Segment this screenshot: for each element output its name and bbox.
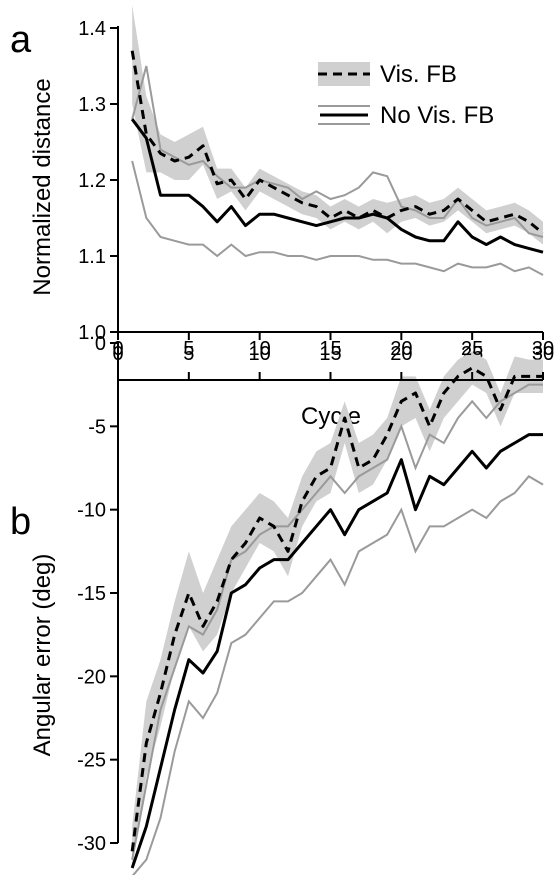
legend-vis-fb-label: Vis. FB	[380, 61, 457, 88]
panel-b-vis-fb-mean-line	[130, 366, 543, 852]
panel-b-y-tick-label: -30	[77, 833, 106, 855]
legend-no-vis-fb-label: No Vis. FB	[380, 102, 494, 129]
panel-b-no-vis-fb-lower-line	[131, 475, 544, 875]
panel-b-label: b	[10, 501, 31, 543]
panel-a-y-tick-label: 1.4	[78, 18, 106, 40]
panel-b-y-axis-title: Angular error (deg)	[29, 554, 56, 757]
legend: Vis. FB No Vis. FB	[318, 61, 494, 129]
panel-b-lines	[130, 366, 544, 875]
panel-a-y-tick-label: 1.3	[78, 94, 106, 116]
panel-a-lines	[130, 50, 544, 276]
panel-b-x-tick-label: 30	[532, 338, 554, 360]
panel-a-label: a	[10, 19, 32, 61]
panel-a-x-tick-label: 10	[249, 343, 271, 365]
panel-b-x-tick-label: 25	[461, 338, 483, 360]
panel-b-axes: 0 -5 -10 -15 -20 -25 -30 0 5 10 15 20 25 30	[77, 333, 554, 855]
panel-b-x-tick-label: 10	[249, 338, 271, 360]
panel-b-x-tick-label: 15	[319, 338, 341, 360]
panel-a-x-tick-label: 5	[183, 343, 194, 365]
panel-a-no-vis-fb-upper-line	[131, 65, 544, 238]
panel-a-y-tick-label: 1.2	[78, 170, 106, 192]
panel-b-y-tick-label: -25	[77, 750, 106, 772]
panel-b-chart: b 0 -5 -10 -15 -20 -25 -30 0 5 10 15 20 25 30 Angular…	[10, 333, 554, 875]
panel-b-x-tick-label: 5	[183, 338, 194, 360]
panel-b-x-tick-label: 0	[112, 338, 123, 360]
panel-a-axes: 1.0 1.1 1.2 1.3 1.4 0 5 10 15 20 25 30	[78, 18, 554, 365]
panel-b-y-tick-label: -20	[77, 666, 106, 688]
panel-a-y-tick-label: 1.0	[78, 322, 106, 344]
panel-b-no-vis-fb-upper-line	[131, 383, 543, 860]
panel-a-x-tick-label: 15	[319, 343, 341, 365]
panel-b-no-vis-fb-mean-line	[130, 433, 543, 869]
panel-a-y-axis-title: Normalized distance	[29, 78, 56, 295]
panel-a-x-tick-label: 20	[390, 343, 412, 365]
panel-a-vis-fb-mean-line	[130, 50, 544, 235]
panel-a-x-tick-label: 30	[532, 343, 554, 365]
panel-a-no-vis-fb-mean-line	[130, 118, 544, 254]
panel-a-y-tick-label: 1.1	[78, 246, 106, 268]
panel-a-no-vis-fb-lower-line	[131, 160, 544, 276]
panel-b-vis-fb-band	[132, 351, 543, 868]
panel-b-bands	[132, 351, 543, 868]
panel-a-chart: a 1.0 1.1 1.2 1.3 1.4 0 5 10 15 20 25 30 Normalized…	[10, 5, 554, 430]
panel-b-y-tick-label: -5	[88, 416, 106, 438]
panel-b-y-tick-label: -10	[77, 500, 106, 522]
panel-b-y-tick-label: 0	[95, 333, 106, 355]
panel-b-y-tick-label: -15	[77, 583, 106, 605]
panel-b-x-tick-label: 20	[390, 338, 412, 360]
